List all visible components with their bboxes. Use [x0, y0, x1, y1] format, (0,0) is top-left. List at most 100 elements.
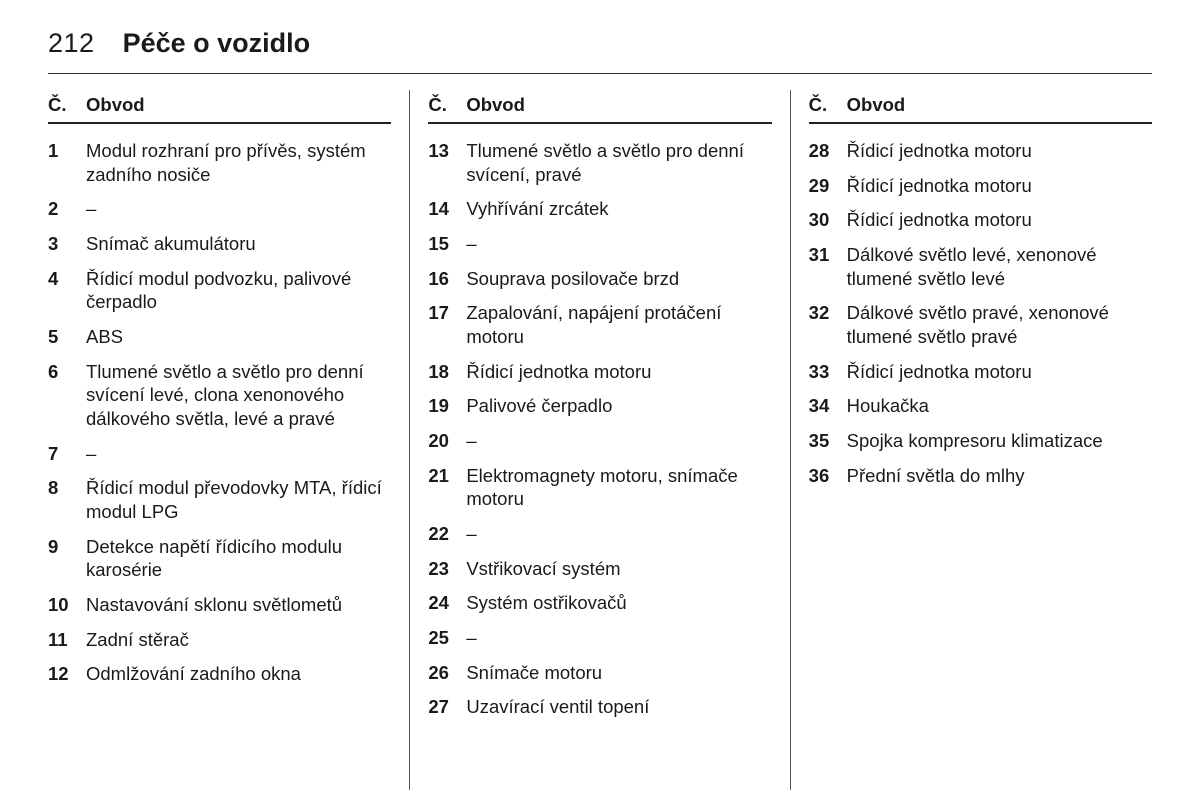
page-number: 212: [48, 28, 95, 59]
table-row: 34Houkačka: [809, 389, 1152, 424]
row-description: Snímač akumulátoru: [86, 232, 391, 256]
table-row: 12Odmlžování zadního okna: [48, 657, 391, 692]
table-row: 10 Nastavování sklonu světlometů: [48, 588, 391, 623]
row-number: 5: [48, 325, 76, 349]
row-description: Řídicí jednotka motoru: [847, 174, 1152, 198]
row-description: Řídicí jednotka motoru: [466, 360, 771, 384]
table-row: 25–: [428, 621, 771, 656]
fuse-table-columns: Č. Obvod 1Modul rozhraní pro přívěs, sys…: [48, 90, 1152, 790]
row-description: Dálkové světlo pravé, xenonové tlumené s…: [847, 301, 1152, 348]
page-title: Péče o vozidlo: [123, 28, 311, 59]
table-row: 32Dálkové světlo pravé, xenonové tlumené…: [809, 296, 1152, 354]
row-number: 3: [48, 232, 76, 256]
row-number: 17: [428, 301, 456, 348]
row-number: 20: [428, 429, 456, 453]
table-row: 9Detekce napětí řídicího modulu karoséri…: [48, 530, 391, 588]
row-number: 32: [809, 301, 837, 348]
row-number: 14: [428, 197, 456, 221]
table-header: Č. Obvod: [809, 90, 1152, 124]
row-description: –: [466, 232, 771, 256]
row-description: –: [466, 626, 771, 650]
row-number: 22: [428, 522, 456, 546]
row-number: 28: [809, 139, 837, 163]
column-rows: 1Modul rozhraní pro přívěs, systém zadní…: [48, 134, 391, 692]
row-number: 29: [809, 174, 837, 198]
table-row: 17Zapalování, napájení protáčení motoru: [428, 296, 771, 354]
row-number: 1: [48, 139, 76, 186]
table-row: 20–: [428, 424, 771, 459]
row-number: 23: [428, 557, 456, 581]
table-row: 8Řídicí modul převodovky MTA, řídicí mod…: [48, 471, 391, 529]
row-number: 13: [428, 139, 456, 186]
table-row: 24 Systém ostřikovačů: [428, 586, 771, 621]
row-number: 26: [428, 661, 456, 685]
row-description: Spojka kompresoru klimatizace: [847, 429, 1152, 453]
table-row: 33Řídicí jednotka motoru: [809, 355, 1152, 390]
table-row: 7–: [48, 437, 391, 472]
header-label: Obvod: [466, 94, 771, 116]
table-row: 11Zadní stěrač: [48, 623, 391, 658]
table-row: 26 Snímače motoru: [428, 656, 771, 691]
row-number: 9: [48, 535, 76, 582]
header-label: Obvod: [86, 94, 391, 116]
table-row: 35Spojka kompresoru klimatizace: [809, 424, 1152, 459]
header-num: Č.: [809, 94, 837, 116]
row-description: Řídicí jednotka motoru: [847, 139, 1152, 163]
header-label: Obvod: [847, 94, 1152, 116]
table-row: 30Řídicí jednotka motoru: [809, 203, 1152, 238]
table-row: 1Modul rozhraní pro přívěs, systém zadní…: [48, 134, 391, 192]
row-number: 36: [809, 464, 837, 488]
row-description: Detekce napětí řídicího modulu karosérie: [86, 535, 391, 582]
table-row: 6Tlumené světlo a světlo pro denní svíce…: [48, 355, 391, 437]
row-number: 21: [428, 464, 456, 511]
table-row: 31Dálkové světlo levé, xenonové tlumené …: [809, 238, 1152, 296]
row-number: 27: [428, 695, 456, 719]
table-row: 15–: [428, 227, 771, 262]
row-description: Uzavírací ventil topení: [466, 695, 771, 719]
row-number: 33: [809, 360, 837, 384]
row-description: Tlumené světlo a světlo pro denní svícen…: [86, 360, 391, 431]
table-row: 36Přední světla do mlhy: [809, 459, 1152, 494]
row-description: Systém ostřikovačů: [466, 591, 771, 615]
table-header: Č. Obvod: [428, 90, 771, 124]
row-description: Řídicí modul podvozku, palivové čerpadlo: [86, 267, 391, 314]
row-description: Vyhřívání zrcátek: [466, 197, 771, 221]
table-row: 4Řídicí modul podvozku, palivové čerpadl…: [48, 262, 391, 320]
row-description: Řídicí modul převodovky MTA, řídicí modu…: [86, 476, 391, 523]
row-description: Nastavování sklonu světlometů: [86, 593, 391, 617]
row-number: 24: [428, 591, 456, 615]
row-number: 4: [48, 267, 76, 314]
row-number: 18: [428, 360, 456, 384]
row-number: 31: [809, 243, 837, 290]
row-description: ABS: [86, 325, 391, 349]
table-row: 29 Řídicí jednotka motoru: [809, 169, 1152, 204]
table-row: 13Tlumené světlo a světlo pro denní svíc…: [428, 134, 771, 192]
table-row: 5 ABS: [48, 320, 391, 355]
table-row: 21Elektromagnety motoru, snímače motoru: [428, 459, 771, 517]
row-number: 16: [428, 267, 456, 291]
row-number: 8: [48, 476, 76, 523]
row-description: –: [466, 522, 771, 546]
row-number: 11: [48, 628, 76, 652]
row-number: 15: [428, 232, 456, 256]
page-header: 212 Péče o vozidlo: [48, 28, 1152, 74]
row-description: Elektromagnety motoru, snímače motoru: [466, 464, 771, 511]
row-description: –: [86, 197, 391, 221]
row-description: Tlumené světlo a světlo pro denní svícen…: [466, 139, 771, 186]
row-description: Dálkové světlo levé, xenonové tlumené sv…: [847, 243, 1152, 290]
column-2: Č. Obvod 13Tlumené světlo a světlo pro d…: [409, 90, 789, 790]
row-number: 12: [48, 662, 76, 686]
row-description: Snímače motoru: [466, 661, 771, 685]
table-row: 18 Řídicí jednotka motoru: [428, 355, 771, 390]
row-description: Modul rozhraní pro přívěs, systém zadníh…: [86, 139, 391, 186]
column-rows: 13Tlumené světlo a světlo pro denní svíc…: [428, 134, 771, 725]
row-description: Zapalování, napájení protáčení motoru: [466, 301, 771, 348]
row-description: –: [86, 442, 391, 466]
table-row: 3 Snímač akumulátoru: [48, 227, 391, 262]
row-number: 10: [48, 593, 76, 617]
table-row: 14 Vyhřívání zrcátek: [428, 192, 771, 227]
row-description: Houkačka: [847, 394, 1152, 418]
row-number: 19: [428, 394, 456, 418]
row-number: 25: [428, 626, 456, 650]
table-row: 23Vstřikovací systém: [428, 552, 771, 587]
